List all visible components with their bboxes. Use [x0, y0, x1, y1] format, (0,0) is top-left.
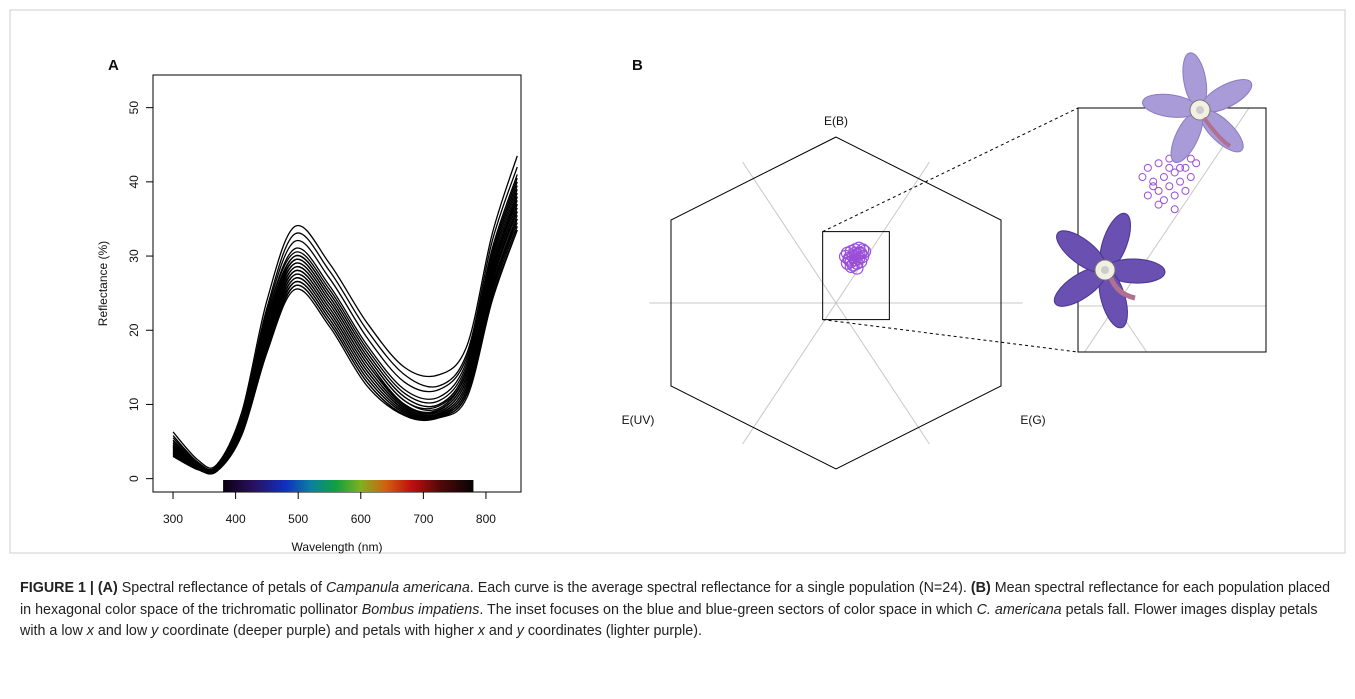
- inset-point: [1176, 177, 1185, 186]
- plot-frame: [152, 74, 522, 493]
- reflectance-curve: [172, 203, 518, 473]
- caption-text: Campanula americana: [325, 580, 470, 596]
- inset-point: [1149, 177, 1158, 186]
- zoom-line: [822, 107, 1079, 233]
- inset-point: [1170, 168, 1179, 177]
- inset-point: [1165, 163, 1174, 172]
- caption-text: . Each curve is the average spectral ref…: [469, 580, 971, 596]
- caption-text: y: [516, 623, 524, 639]
- caption-text: (B): [970, 580, 991, 596]
- reflectance-curve: [172, 196, 518, 473]
- y-tick-label: 20: [127, 323, 141, 337]
- flower-bottom: [1053, 212, 1166, 329]
- caption-text: Mean spectral reflectance for each popul…: [20, 580, 1331, 618]
- y-tick-label: 10: [127, 397, 141, 411]
- caption-text: and low: [93, 623, 152, 639]
- zoom-line: [822, 319, 1079, 353]
- reflectance-curve: [172, 181, 518, 472]
- figure-frame: [9, 9, 1346, 554]
- vertex-label: E(G): [1020, 413, 1045, 427]
- reflectance-curve: [172, 211, 518, 474]
- x-tick-label: 700: [413, 512, 433, 526]
- caption-text: and: [484, 623, 517, 639]
- inset-point: [1143, 191, 1152, 200]
- point: [848, 246, 862, 260]
- y-tick-label: 0: [127, 475, 141, 482]
- caption-text: Bombus impatiens: [361, 601, 480, 618]
- y-tick-label: 40: [127, 175, 141, 189]
- spectrum-bar: [223, 480, 474, 492]
- reflectance-curve: [172, 218, 518, 474]
- reflectance-curve: [172, 203, 518, 473]
- inset-point: [1181, 163, 1190, 172]
- inset-point: [1186, 173, 1195, 182]
- point: [852, 246, 866, 260]
- caption-text: y: [151, 623, 159, 639]
- inset-region: [822, 231, 890, 321]
- figure: A 0 10 20 30 40 50 300 400 500 600 700 800 Reflectanc…: [9, 9, 1346, 554]
- panel-label: A: [108, 57, 119, 74]
- inset-point: [1176, 163, 1185, 172]
- x-tick-label: 500: [288, 512, 308, 526]
- reflectance-curve: [172, 218, 518, 474]
- vertex-label: E(UV): [622, 413, 655, 427]
- inset-point: [1181, 186, 1190, 195]
- inset-point: [1165, 182, 1174, 191]
- inset-point: [1154, 159, 1163, 168]
- x-tick-label: 800: [476, 512, 496, 526]
- inset-point: [1149, 182, 1158, 191]
- caption-text: x: [86, 623, 94, 639]
- x-tick-label: 400: [226, 512, 246, 526]
- inset-point: [1159, 173, 1168, 182]
- caption-text: coordinates (lighter purple).: [523, 623, 702, 639]
- caption-text: FIGURE 1 | (A): [20, 580, 118, 596]
- x-tick-label: 600: [351, 512, 371, 526]
- caption-text: C. americana: [976, 601, 1062, 618]
- reflectance-curve: [172, 229, 518, 475]
- reflectance-curve: [172, 196, 518, 473]
- point: [850, 261, 864, 275]
- caption-text: . The inset focuses on the blue and blue…: [479, 601, 977, 618]
- x-tick-label: 300: [163, 512, 183, 526]
- y-tick-label: 50: [127, 101, 141, 115]
- hexagon: [670, 136, 1002, 470]
- caption-text: x: [477, 623, 485, 639]
- caption-text: coordinate (deeper purple) and petals wi…: [158, 623, 478, 639]
- reflectance-curve: [172, 155, 518, 469]
- inset-point: [1138, 173, 1147, 182]
- y-tick-label: 30: [127, 249, 141, 263]
- inset-point: [1170, 205, 1179, 214]
- inset-point: [1154, 200, 1163, 209]
- inset-point: [1143, 163, 1152, 172]
- flower-top: [1142, 52, 1253, 164]
- caption-text: petals fall. Flower images display petal…: [20, 601, 1318, 640]
- caption: FIGURE 1 | (A) Spectral reflectance of p…: [20, 578, 1345, 643]
- inset-point: [1186, 154, 1195, 163]
- inset-point: [1154, 186, 1163, 195]
- caption-text: Spectral reflectance of petals of: [117, 580, 326, 596]
- panel-label: B: [632, 57, 643, 74]
- inset-point: [1192, 159, 1201, 168]
- inset-point: [1170, 191, 1179, 200]
- y-axis-label: Reflectance (%): [96, 241, 110, 326]
- reflectance-curve: [172, 189, 518, 473]
- hex-grid-line: [742, 161, 930, 445]
- point: [844, 259, 858, 274]
- vertex-label: E(B): [824, 114, 848, 128]
- inset-point: [1159, 196, 1168, 205]
- x-axis-label: Wavelength (nm): [292, 540, 383, 554]
- reflectance-curve: [172, 211, 518, 474]
